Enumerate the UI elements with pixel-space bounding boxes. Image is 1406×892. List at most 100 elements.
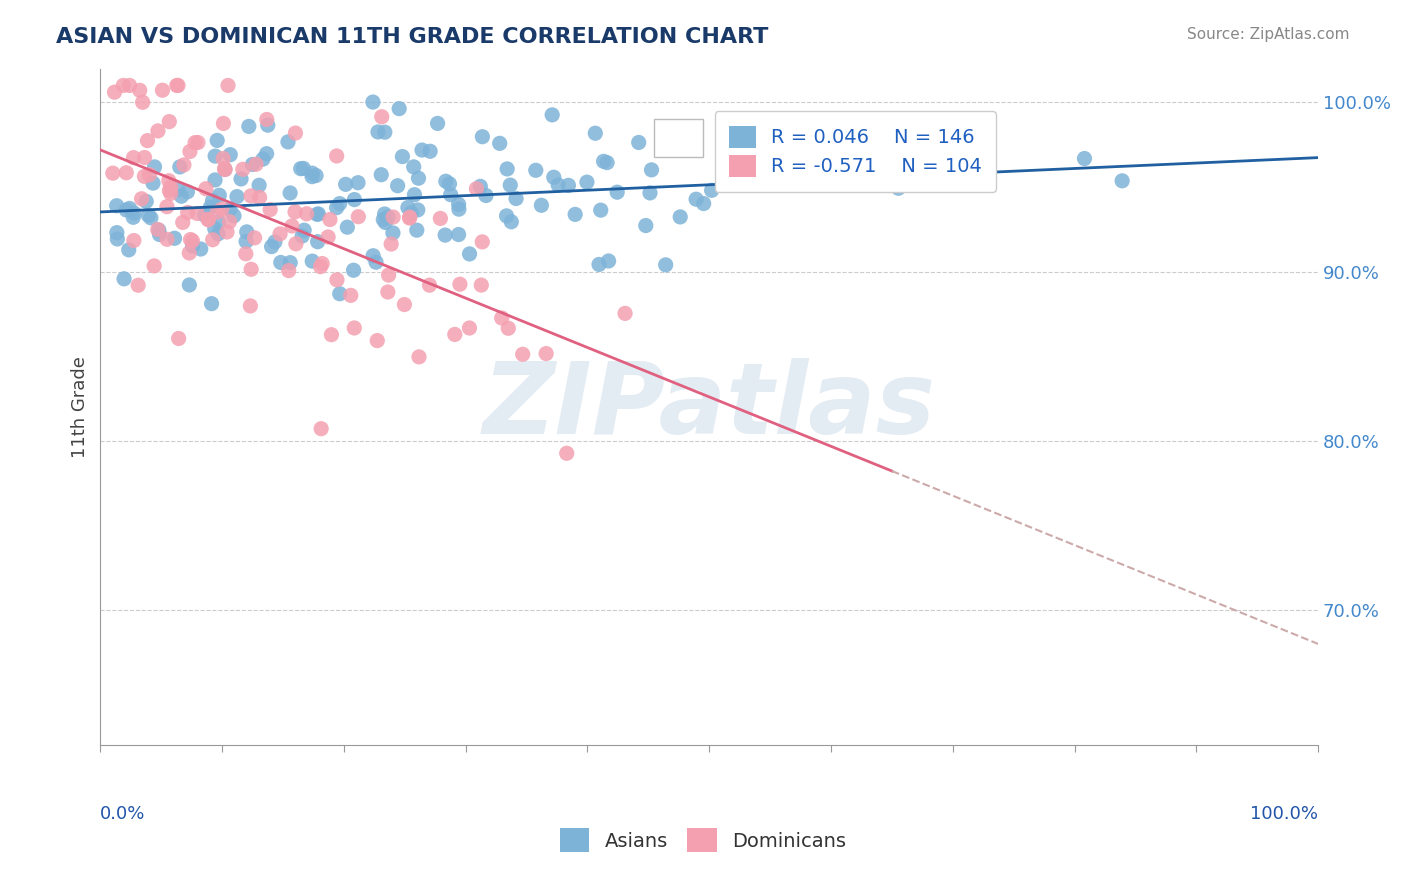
Point: [1111, 174, 1133, 188]
Point: [557, 178, 579, 193]
Text: ZIPatlas: ZIPatlas: [482, 359, 936, 456]
Point: [408, 171, 430, 186]
Point: [377, 285, 399, 299]
Point: [589, 203, 612, 218]
Point: [471, 129, 494, 144]
Point: [131, 95, 153, 110]
Point: [219, 202, 242, 216]
Point: [207, 227, 229, 241]
Point: [475, 188, 498, 202]
Point: [284, 205, 307, 219]
Point: [447, 202, 470, 216]
Point: [541, 108, 564, 122]
Point: [163, 231, 186, 245]
Point: [190, 242, 212, 256]
Point: [167, 78, 190, 93]
Point: [326, 273, 349, 287]
Point: [692, 196, 714, 211]
Point: [488, 136, 510, 151]
Point: [700, 183, 723, 197]
Point: [640, 162, 662, 177]
Text: ASIAN VS DOMINICAN 11TH GRADE CORRELATION CHART: ASIAN VS DOMINICAN 11TH GRADE CORRELATIO…: [56, 27, 769, 46]
Point: [555, 446, 578, 460]
Point: [301, 254, 323, 268]
Point: [501, 215, 523, 229]
Point: [242, 157, 264, 171]
Point: [212, 116, 235, 130]
Point: [256, 118, 278, 132]
Point: [491, 311, 513, 326]
Point: [256, 146, 278, 161]
Point: [575, 175, 598, 189]
Point: [347, 210, 370, 224]
Point: [105, 226, 128, 240]
Point: [301, 166, 323, 180]
Point: [215, 225, 238, 239]
Point: [105, 199, 128, 213]
Point: [495, 209, 517, 223]
Point: [449, 277, 471, 292]
Point: [361, 95, 384, 109]
Point: [204, 149, 226, 163]
Point: [256, 112, 278, 127]
Point: [229, 172, 252, 186]
Point: [249, 190, 271, 204]
Point: [543, 170, 565, 185]
Point: [404, 187, 426, 202]
Point: [187, 136, 209, 150]
Point: [505, 192, 527, 206]
Point: [780, 172, 803, 186]
Point: [143, 259, 166, 273]
Point: [148, 223, 170, 237]
Y-axis label: 11th Grade: 11th Grade: [72, 356, 89, 458]
Point: [374, 215, 396, 229]
Point: [243, 231, 266, 245]
Point: [439, 177, 461, 191]
Point: [374, 207, 396, 221]
Point: [638, 186, 661, 200]
Point: [290, 161, 312, 176]
Point: [157, 174, 180, 188]
Point: [862, 177, 884, 191]
Point: [138, 208, 160, 222]
Point: [118, 243, 141, 257]
Point: [654, 258, 676, 272]
Point: [208, 188, 231, 202]
Point: [382, 210, 405, 224]
Point: [458, 247, 481, 261]
Point: [169, 160, 191, 174]
Point: [118, 78, 141, 93]
Point: [388, 102, 411, 116]
Point: [434, 228, 457, 243]
Point: [127, 278, 149, 293]
Legend: R = 0.046    N = 146, R = -0.571    N = 104: R = 0.046 N = 146, R = -0.571 N = 104: [714, 112, 995, 192]
Point: [301, 169, 323, 184]
Point: [159, 186, 181, 201]
Point: [269, 227, 291, 241]
Point: [498, 321, 520, 335]
Point: [284, 236, 307, 251]
Point: [176, 185, 198, 199]
Point: [270, 255, 292, 269]
Point: [134, 151, 156, 165]
Point: [284, 126, 307, 140]
Point: [627, 136, 650, 150]
Point: [426, 116, 449, 130]
Point: [530, 198, 553, 212]
Point: [307, 207, 329, 221]
Point: [278, 255, 301, 269]
Point: [136, 134, 159, 148]
Point: [177, 205, 200, 219]
Point: [211, 202, 233, 216]
Point: [157, 184, 180, 198]
Point: [167, 331, 190, 345]
Point: [277, 263, 299, 277]
Text: Source: ZipAtlas.com: Source: ZipAtlas.com: [1187, 27, 1350, 42]
Point: [101, 166, 124, 180]
Point: [496, 161, 519, 176]
Point: [470, 179, 492, 194]
Point: [143, 160, 166, 174]
Point: [524, 163, 547, 178]
Point: [418, 278, 440, 293]
Point: [900, 157, 922, 171]
